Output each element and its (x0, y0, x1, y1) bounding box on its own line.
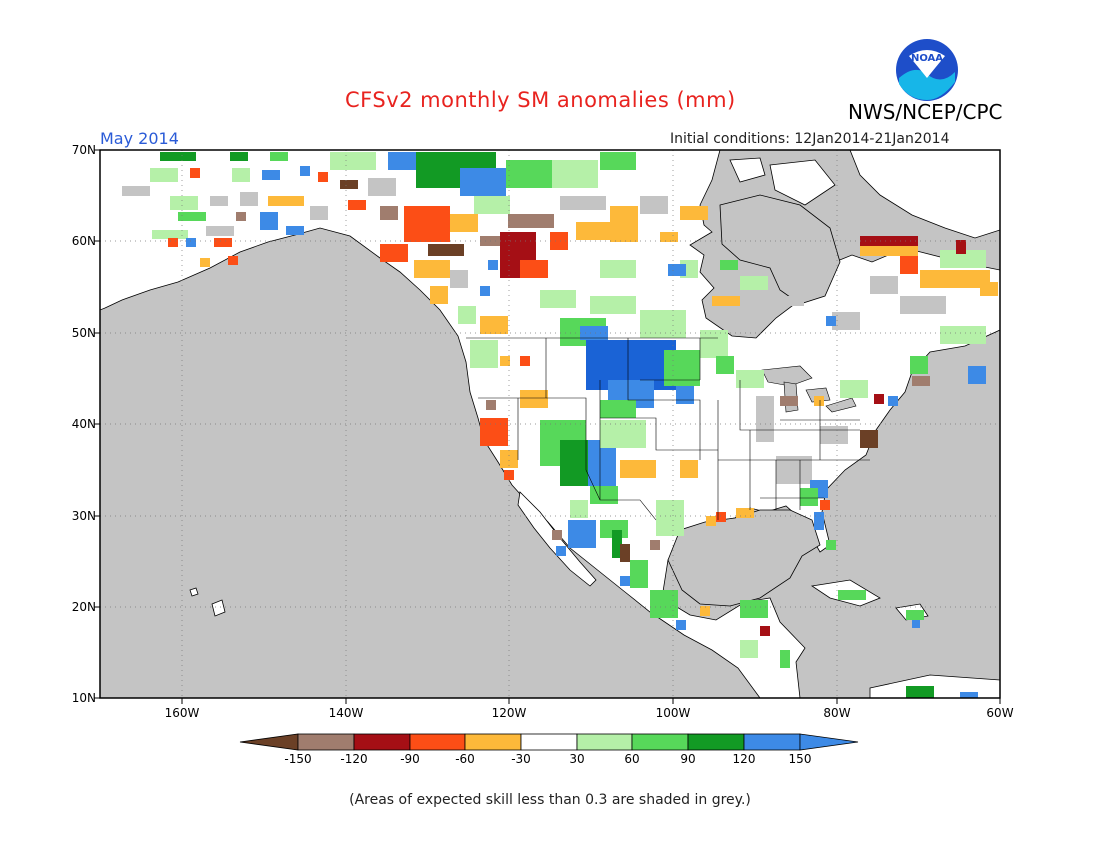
colorbar-tick-label: 60 (624, 752, 640, 766)
lon-label: 100W (655, 706, 691, 720)
anomaly-cells (122, 152, 998, 698)
colorbar-tick-label: -120 (340, 752, 368, 766)
colorbar (239, 733, 859, 751)
agency-label: NWS/NCEP/CPC (848, 100, 1003, 124)
colorbar-min-arrow (239, 733, 299, 751)
map-title: CFSv2 monthly SM anomalies (mm) (345, 88, 736, 112)
lat-label: 40N (71, 417, 96, 431)
lat-label: 50N (71, 326, 96, 340)
graticule (100, 150, 1000, 698)
colorbar-tick-label: 90 (680, 752, 696, 766)
hudson-bay (719, 194, 841, 305)
svg-text:NOAA: NOAA (911, 53, 943, 64)
lat-label: 20N (71, 600, 96, 614)
lon-label: 160W (164, 706, 200, 720)
lat-label: 60N (71, 234, 96, 248)
colorbar-tick-label: 30 (569, 752, 585, 766)
colorbar-tick-label: -150 (284, 752, 312, 766)
noaa-logo-icon: NOAA (896, 39, 958, 101)
lon-label: 120W (491, 706, 527, 720)
lon-label: 60W (986, 706, 1014, 720)
lon-label: 80W (823, 706, 851, 720)
political-boundaries (466, 337, 870, 521)
valid-month: May 2014 (100, 129, 179, 148)
colorbar-tick-label: -60 (455, 752, 475, 766)
colorbar-tick-label: -90 (400, 752, 420, 766)
lat-label: 30N (71, 509, 96, 523)
lat-label: 70N (71, 143, 96, 157)
colorbar-max-arrow (799, 733, 859, 751)
initial-conditions: Initial conditions: 12Jan2014-21Jan2014 (670, 131, 950, 147)
colorbar-tick-label: 150 (788, 752, 812, 766)
greenland (849, 150, 1000, 239)
lon-label: 140W (328, 706, 364, 720)
colorbar-tick-label: 120 (732, 752, 756, 766)
skill-footnote: (Areas of expected skill less than 0.3 a… (349, 792, 751, 808)
colorbar-tick-label: -30 (511, 752, 531, 766)
lat-label: 10N (71, 691, 96, 705)
